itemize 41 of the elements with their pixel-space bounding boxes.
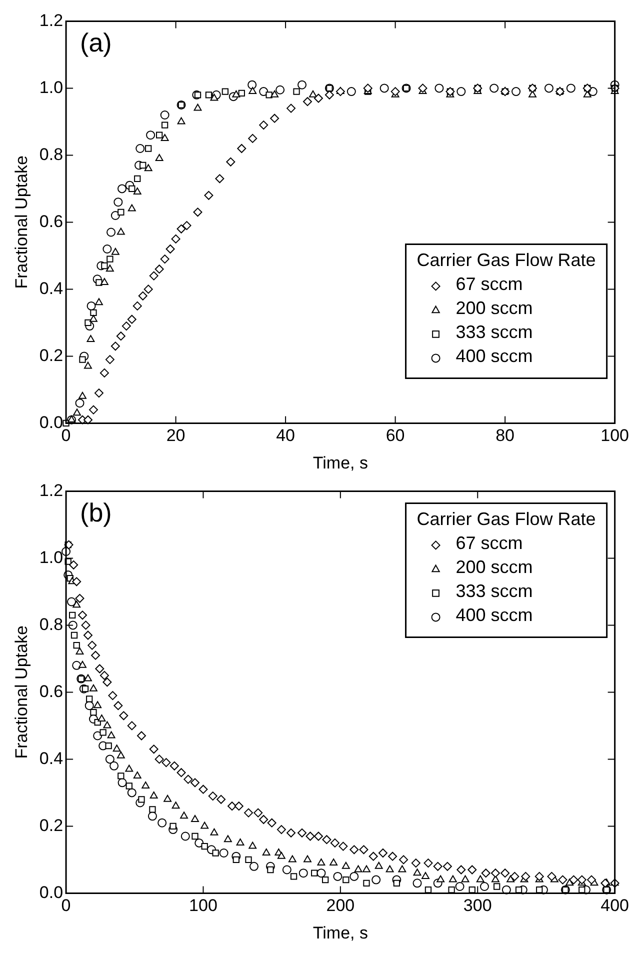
x-tick-label: 100 <box>189 896 218 916</box>
y-tick-label: 0.8 <box>39 144 64 164</box>
y-tick-label: 0.6 <box>39 682 64 701</box>
x-tick-label: 80 <box>496 426 515 446</box>
y-tick-label: 0.4 <box>39 748 64 768</box>
y-tick-label: 0.8 <box>39 614 64 634</box>
legend-label: 333 sccm <box>456 581 533 602</box>
y-tick-label: 0.0 <box>39 882 64 902</box>
y-tick-label: 0.2 <box>39 346 64 365</box>
legend-label: 67 sccm <box>456 274 523 294</box>
x-axis-title: Time, s <box>312 923 368 942</box>
x-tick-label: 100 <box>600 426 630 446</box>
y-tick-label: 1.2 <box>39 10 64 30</box>
y-tick-label: 0.4 <box>39 278 64 298</box>
x-tick-label: 40 <box>276 426 296 446</box>
x-tick-label: 200 <box>326 896 355 916</box>
y-tick-label: 1.0 <box>39 548 64 567</box>
y-axis-title: Fractional Uptake <box>12 156 31 289</box>
annotation: (a) <box>80 27 112 58</box>
y-tick-label: 0.2 <box>39 816 64 835</box>
legend-title: Carrier Gas Flow Rate <box>416 509 596 530</box>
x-tick-label: 60 <box>386 426 405 446</box>
x-tick-label: 0 <box>61 896 71 916</box>
y-tick-label: 1.0 <box>39 78 64 97</box>
legend-label: 67 sccm <box>456 533 523 554</box>
legend-label: 333 sccm <box>456 322 533 342</box>
x-axis-title: Time, s <box>312 453 368 472</box>
y-tick-label: 1.2 <box>39 480 64 500</box>
legend-label: 200 sccm <box>456 557 533 578</box>
legend-title: Carrier Gas Flow Rate <box>416 250 596 270</box>
x-tick-label: 400 <box>600 896 630 916</box>
legend-label: 200 sccm <box>456 298 533 318</box>
legend-label: 400 sccm <box>456 346 533 366</box>
x-tick-label: 300 <box>463 896 492 916</box>
legend-label: 400 sccm <box>456 605 533 626</box>
y-tick-label: 0.0 <box>39 412 64 432</box>
annotation: (b) <box>80 497 112 528</box>
y-tick-label: 0.6 <box>39 212 64 231</box>
x-tick-label: 0 <box>61 426 71 446</box>
x-tick-label: 20 <box>166 426 186 446</box>
y-axis-title: Fractional Uptake <box>12 626 31 759</box>
